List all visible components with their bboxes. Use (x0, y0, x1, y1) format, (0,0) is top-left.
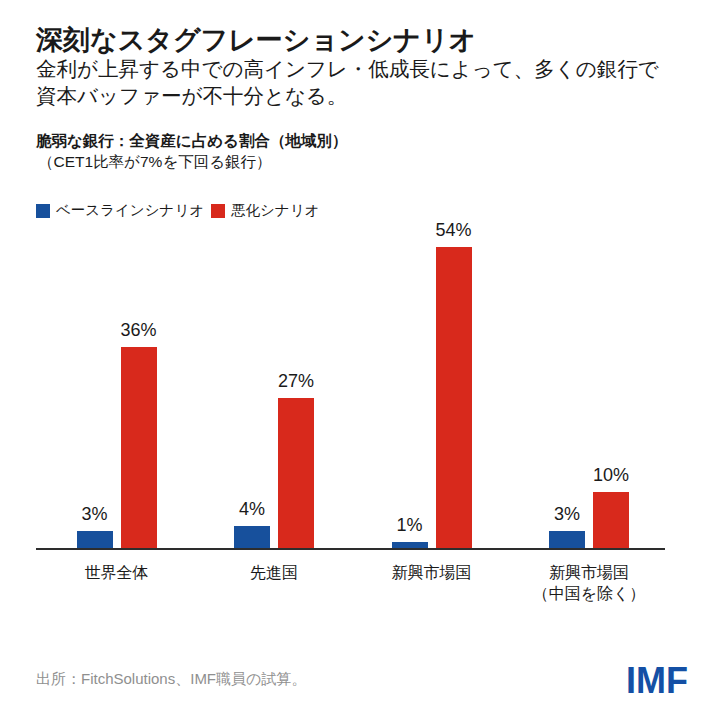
category-label-3: 新興市場国 （中国を除く） (509, 562, 669, 604)
imf-logo: IMF (626, 660, 688, 702)
baseline-bar-0 (77, 531, 113, 548)
bar-chart: 3%36%4%27%1%54%3%10% (36, 210, 665, 548)
category-label-1: 先進国 (194, 562, 354, 583)
baseline-bar-3 (549, 531, 585, 548)
x-axis-line (36, 548, 665, 550)
adverse-bar-2 (436, 247, 472, 548)
subtitle-line-1: 金利が上昇する中での高インフレ・低成長によって、多くの銀行で (36, 55, 659, 82)
adverse-bar-3 (593, 492, 629, 548)
value-label: 10% (571, 465, 651, 486)
value-label: 27% (256, 371, 336, 392)
source-note: 出所：FitchSolutions、IMF職員の試算。 (36, 670, 306, 689)
value-label: 36% (99, 320, 179, 341)
subtitle-line-2: 資本バッファーが不十分となる。 (36, 82, 659, 109)
chart-title: 脆弱な銀行：全資産に占める割合（地域別） (36, 131, 347, 152)
chart-subtitle: （CET1比率が7%を下回る銀行） (38, 152, 272, 173)
page-title: 深刻なスタグフレーションシナリオ (36, 22, 476, 58)
baseline-bar-1 (234, 526, 270, 548)
value-label: 54% (414, 220, 494, 241)
page-subtitle: 金利が上昇する中での高インフレ・低成長によって、多くの銀行で 資本バッファーが不… (36, 55, 659, 109)
adverse-bar-0 (121, 347, 157, 548)
adverse-bar-1 (278, 398, 314, 548)
category-label-0: 世界全体 (37, 562, 197, 583)
infographic-page: 深刻なスタグフレーションシナリオ 金利が上昇する中での高インフレ・低成長によって… (0, 0, 720, 720)
category-label-2: 新興市場国 (352, 562, 512, 583)
